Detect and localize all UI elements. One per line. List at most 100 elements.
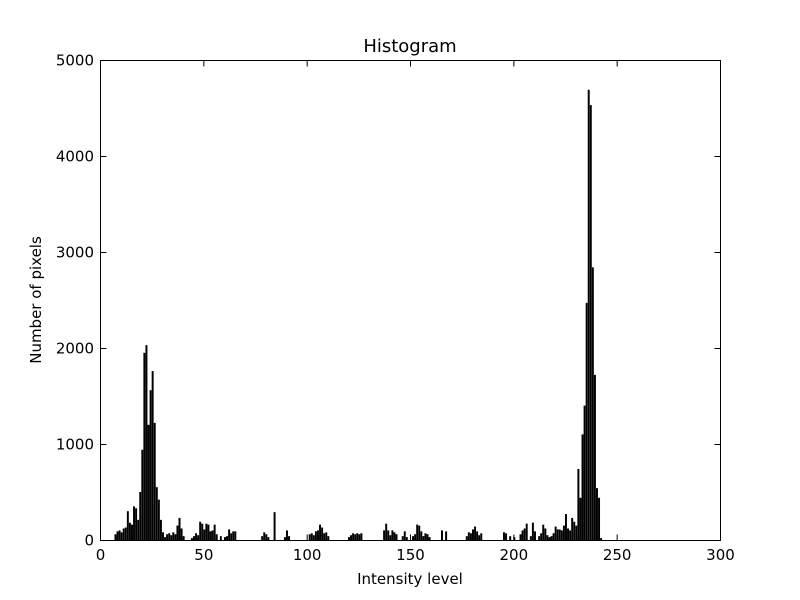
histogram-bar bbox=[441, 530, 443, 540]
histogram-bar bbox=[581, 434, 584, 540]
y-tick-label: 5000 bbox=[56, 52, 94, 70]
histogram-bar bbox=[422, 536, 425, 540]
histogram-bar bbox=[190, 538, 193, 540]
histogram-bar bbox=[480, 533, 483, 540]
histogram-bar bbox=[560, 530, 563, 540]
histogram-bar bbox=[534, 531, 536, 540]
histogram-bar bbox=[583, 405, 586, 540]
histogram-bar bbox=[577, 468, 580, 540]
histogram-bar bbox=[503, 532, 505, 540]
histogram-bar bbox=[180, 528, 183, 540]
histogram-bar bbox=[565, 514, 567, 540]
histogram-bar bbox=[505, 533, 508, 540]
histogram-bar bbox=[531, 522, 534, 540]
histogram-bar bbox=[182, 536, 185, 540]
histogram-bar bbox=[139, 492, 142, 540]
histogram-bar bbox=[118, 530, 121, 540]
histogram-bar bbox=[224, 537, 226, 540]
y-tick-label: 1000 bbox=[56, 436, 94, 454]
y-tick-label: 3000 bbox=[56, 244, 94, 262]
histogram-bar bbox=[469, 533, 472, 540]
histogram-bar bbox=[420, 531, 423, 540]
histogram-bar bbox=[418, 525, 421, 540]
histogram-bar bbox=[358, 534, 361, 540]
histogram-bar bbox=[126, 511, 129, 540]
histogram-bar bbox=[360, 533, 363, 540]
plot-frame bbox=[100, 60, 721, 541]
histogram-bar bbox=[213, 524, 216, 540]
histogram-bar bbox=[162, 532, 164, 540]
histogram-bar bbox=[308, 534, 311, 540]
histogram-bar bbox=[548, 537, 551, 540]
histogram-bar bbox=[286, 530, 288, 540]
histogram-bar bbox=[521, 530, 524, 540]
x-tick-label: 0 bbox=[96, 546, 106, 564]
histogram-bar bbox=[403, 531, 406, 540]
histogram-bar bbox=[205, 523, 208, 540]
histogram-bar bbox=[424, 533, 427, 540]
histogram-bar bbox=[151, 371, 154, 540]
histogram-bar bbox=[131, 524, 133, 540]
histogram-bar bbox=[412, 536, 415, 540]
histogram-bar bbox=[509, 536, 512, 540]
histogram-bar bbox=[314, 531, 317, 540]
histogram-bar bbox=[143, 352, 146, 540]
histogram-bar bbox=[283, 537, 286, 540]
histogram-bar bbox=[310, 533, 313, 540]
histogram-bar bbox=[195, 533, 198, 540]
histogram-bar bbox=[571, 517, 574, 540]
histogram-bar bbox=[232, 531, 235, 540]
histogram-bar bbox=[157, 499, 160, 540]
histogram-bar bbox=[562, 525, 565, 540]
histogram-bar bbox=[465, 536, 468, 540]
x-tick-label: 50 bbox=[194, 546, 213, 564]
histogram-bar bbox=[178, 517, 181, 540]
histogram-bar bbox=[201, 523, 204, 540]
x-tick-label: 150 bbox=[396, 546, 425, 564]
histogram-bar bbox=[145, 345, 148, 540]
histogram-bar bbox=[389, 535, 392, 540]
histogram-bar bbox=[387, 530, 390, 540]
histogram-bar bbox=[230, 533, 233, 540]
histogram-bar bbox=[348, 537, 350, 540]
histogram-bar bbox=[350, 535, 353, 540]
histogram-bar bbox=[352, 533, 355, 540]
histogram-bar bbox=[226, 536, 229, 540]
histogram-bar bbox=[215, 534, 218, 540]
histogram-bar bbox=[197, 535, 200, 540]
histogram-bar bbox=[170, 535, 173, 540]
histogram-bar bbox=[135, 508, 138, 540]
chart-title: Histogram bbox=[363, 36, 456, 57]
histogram-bar bbox=[149, 390, 152, 540]
histogram-bar bbox=[323, 533, 326, 540]
histogram-bar bbox=[116, 531, 119, 540]
histogram-bar bbox=[567, 528, 570, 540]
histogram-bar bbox=[122, 528, 125, 540]
x-tick-label: 100 bbox=[293, 546, 322, 564]
histogram-bar bbox=[120, 532, 123, 540]
histogram-bar bbox=[401, 536, 404, 540]
histogram-bar bbox=[593, 374, 596, 540]
histogram-bar bbox=[525, 523, 528, 540]
y-axis-label: Number of pixels bbox=[27, 236, 45, 364]
histogram-bar bbox=[327, 536, 330, 540]
histogram-bar bbox=[321, 527, 324, 540]
histogram-bar bbox=[174, 534, 177, 540]
histogram-bar bbox=[519, 534, 522, 540]
x-tick-label: 250 bbox=[603, 546, 632, 564]
histogram-bar bbox=[552, 533, 555, 540]
histogram-bar bbox=[159, 519, 162, 540]
histogram-bar bbox=[416, 524, 419, 540]
histogram-bar bbox=[476, 531, 479, 540]
histogram-bar bbox=[263, 532, 266, 540]
histogram-bar bbox=[273, 512, 276, 540]
histogram-bar bbox=[393, 532, 396, 540]
histogram-bar bbox=[199, 521, 202, 540]
histogram-bar bbox=[193, 536, 195, 540]
histogram-bar bbox=[288, 536, 291, 540]
histogram-bar bbox=[155, 487, 158, 540]
y-tick-label: 4000 bbox=[56, 148, 94, 166]
histogram-bar bbox=[124, 527, 127, 540]
histogram-bar bbox=[356, 533, 359, 540]
histogram-bar bbox=[585, 302, 588, 540]
